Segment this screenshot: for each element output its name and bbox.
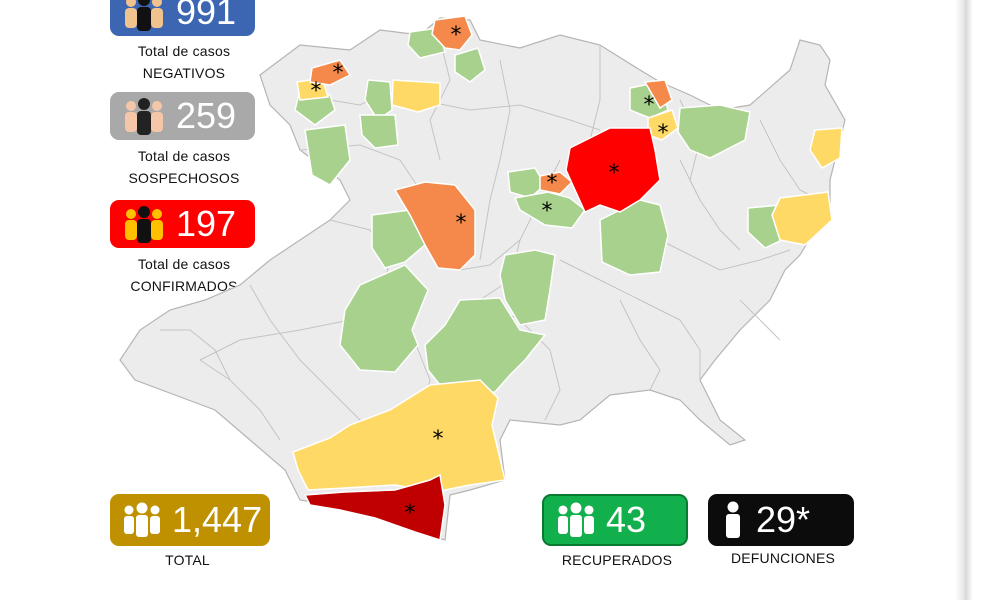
recuperados-badge: 43	[542, 494, 688, 546]
group-icon	[558, 502, 594, 537]
people-icon	[125, 206, 163, 243]
defunciones-count: 29*	[756, 499, 811, 540]
defunciones-caption: DEFUNCIONES	[730, 550, 836, 566]
asterisk-marker: *	[456, 211, 467, 236]
recuperados-count: 43	[606, 499, 647, 540]
asterisk-marker: *	[433, 427, 444, 452]
michoacan-municipalities-map: * * * * * * * * * * *	[119, 15, 846, 541]
asterisk-marker: *	[547, 171, 558, 196]
group-icon	[124, 502, 160, 537]
asterisk-marker: *	[609, 161, 620, 186]
case-markers: * * * * * * * * * * *	[311, 23, 669, 526]
municipalities-orange	[309, 15, 673, 271]
negativos-count: 991	[176, 0, 237, 32]
state-outline	[119, 17, 846, 541]
municipalities-yellow	[292, 77, 843, 493]
total-count: 1,447	[172, 499, 263, 540]
asterisk-marker: *	[405, 501, 416, 526]
person-icon	[726, 501, 740, 538]
negativos-caption: Total de casos NEGATIVOS	[137, 43, 231, 81]
page-edge-shadow	[955, 0, 973, 600]
asterisk-marker: *	[542, 199, 553, 224]
confirmados-caption: Total de casos CONFIRMADOS	[130, 256, 238, 294]
municipality-darkred	[303, 473, 446, 541]
total-caption: TOTAL	[165, 552, 210, 568]
defunciones-badge: 29*	[708, 494, 854, 546]
total-badge: 1,447	[110, 494, 270, 546]
people-icon	[125, 0, 163, 31]
confirmados-badge: 197	[110, 200, 255, 248]
asterisk-marker: *	[644, 93, 655, 118]
municipalities-green	[294, 27, 783, 396]
people-icon	[125, 98, 163, 135]
confirmados-count: 197	[176, 203, 237, 244]
asterisk-marker: *	[311, 79, 322, 104]
asterisk-marker: *	[658, 121, 669, 146]
negativos-badge: 991	[110, 0, 255, 36]
municipality-red	[565, 127, 661, 213]
sospechosos-badge: 259	[110, 92, 255, 140]
recuperados-caption: RECUPERADOS	[561, 552, 673, 568]
asterisk-marker: *	[333, 61, 344, 86]
asterisk-marker: *	[451, 23, 462, 48]
sospechosos-count: 259	[176, 95, 237, 136]
sospechosos-caption: Total de casos SOSPECHOSOS	[128, 148, 240, 186]
